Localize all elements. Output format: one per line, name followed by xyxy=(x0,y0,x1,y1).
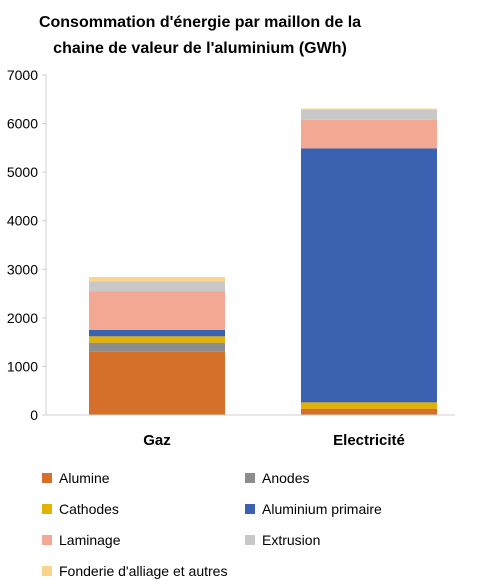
bar-segment xyxy=(89,281,225,292)
legend-label: Extrusion xyxy=(262,532,320,548)
bar-segment xyxy=(89,277,225,282)
legend-label: Laminage xyxy=(59,532,121,548)
y-tick-label: 5000 xyxy=(7,164,38,180)
y-tick-label: 7000 xyxy=(7,67,38,83)
y-tick-label: 0 xyxy=(30,407,38,423)
bar-segment xyxy=(301,402,437,409)
legend-swatch xyxy=(42,566,52,576)
bar-segment xyxy=(301,119,437,149)
y-tick-label: 4000 xyxy=(7,213,38,229)
legend-label: Fonderie d'alliage et autres xyxy=(59,563,227,579)
y-tick-label: 6000 xyxy=(7,116,38,132)
legend-swatch xyxy=(42,473,52,483)
legend-label: Anodes xyxy=(262,470,309,486)
legend: Alumine Anodes Cathodes Aluminium primaire L… xyxy=(42,470,382,579)
y-tick-label: 3000 xyxy=(7,261,38,277)
bar-segment xyxy=(301,148,437,403)
chart-title-line-2: chaine de valeur de l'aluminium (GWh) xyxy=(53,40,347,57)
legend-swatch xyxy=(42,504,52,514)
legend-label: Cathodes xyxy=(59,501,119,517)
legend-label: Alumine xyxy=(59,470,110,486)
bar-segment xyxy=(301,108,437,110)
bar-segment xyxy=(301,109,437,120)
bar-segment xyxy=(89,291,225,330)
bar-segment xyxy=(89,336,225,343)
x-category-label: Gaz xyxy=(143,432,171,449)
legend-label: Aluminium primaire xyxy=(262,501,382,517)
y-tick-label: 1000 xyxy=(7,358,38,374)
bars-group xyxy=(89,108,437,415)
bar-segment xyxy=(301,408,437,415)
bar-segment xyxy=(89,351,225,415)
legend-swatch xyxy=(245,473,255,483)
x-category-label: Electricité xyxy=(333,432,405,449)
y-axis: 0 1000 2000 3000 4000 5000 6000 7000 xyxy=(7,67,47,423)
legend-swatch xyxy=(245,535,255,545)
legend-swatch xyxy=(245,504,255,514)
y-tick-label: 2000 xyxy=(7,310,38,326)
x-axis: Gaz Electricité xyxy=(46,414,455,449)
bar-segment xyxy=(89,330,225,337)
legend-swatch xyxy=(42,535,52,545)
chart-title-line-1: Consommation d'énergie par maillon de la xyxy=(39,14,361,31)
bar-segment xyxy=(89,342,225,352)
